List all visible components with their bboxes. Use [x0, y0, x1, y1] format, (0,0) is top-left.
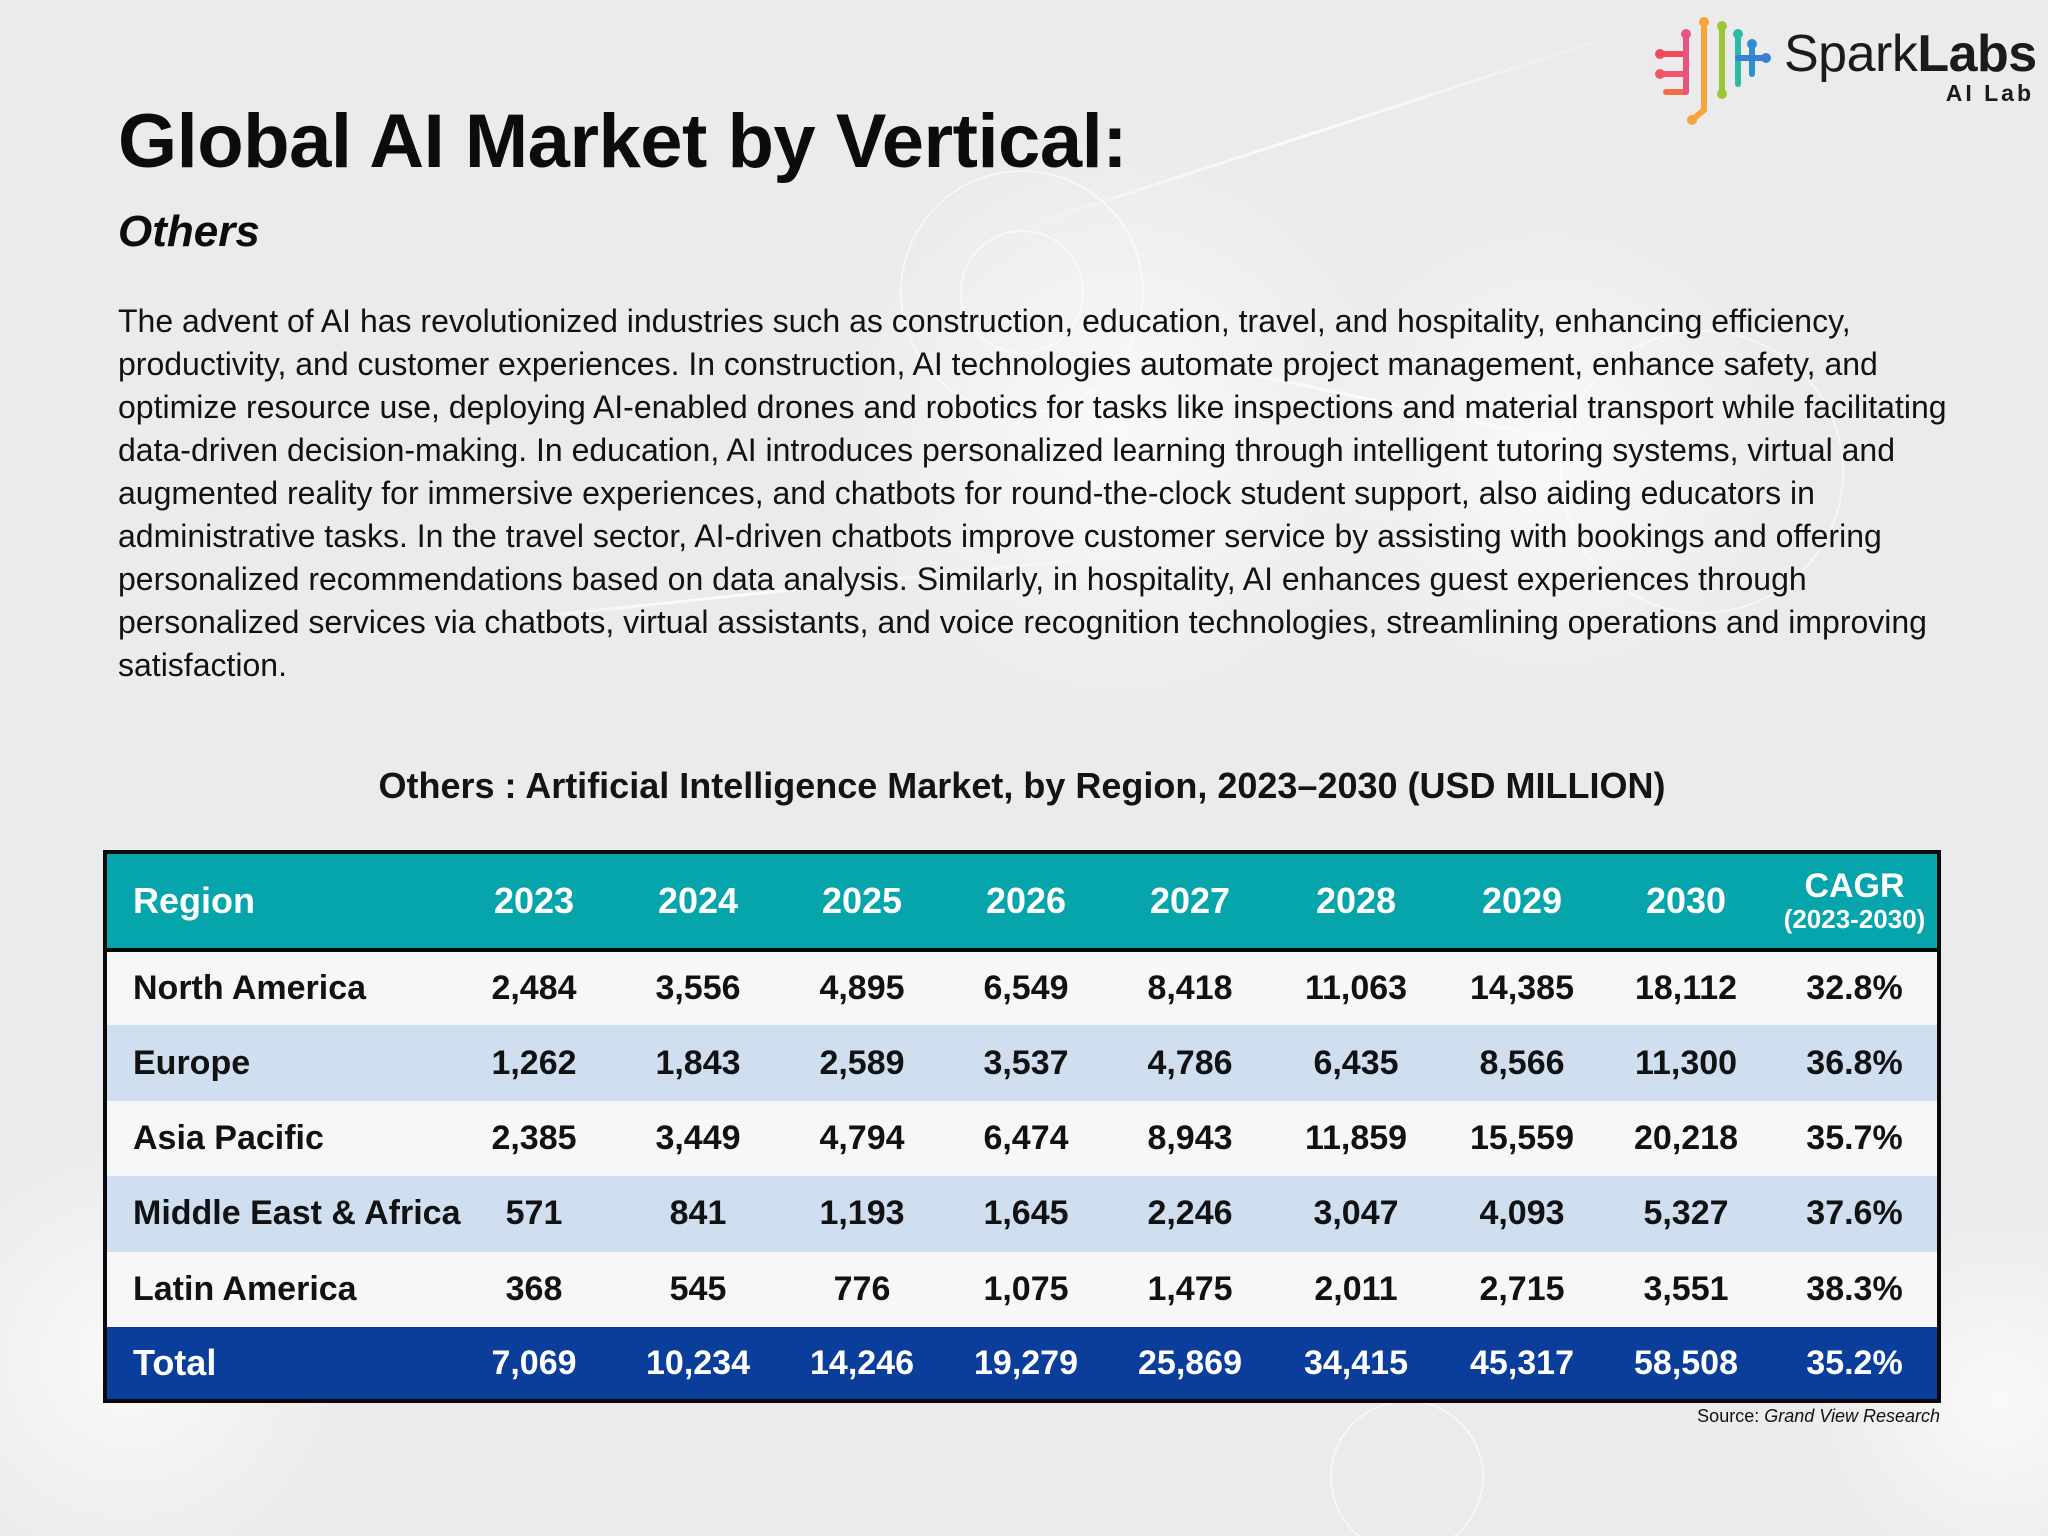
total-value: 25,869: [1138, 1343, 1242, 1382]
row-value: 8,566: [1479, 1043, 1565, 1082]
row-value: 4,786: [1147, 1043, 1233, 1082]
row-value: 2,715: [1479, 1269, 1565, 1308]
total-value: 19,279: [974, 1343, 1078, 1382]
row-value: 5,327: [1643, 1194, 1729, 1233]
market-table: Region 2023 2024 2025 2026 2027 2028 202…: [107, 854, 1937, 1399]
row-value: 3,537: [983, 1043, 1069, 1082]
row-value: 20,218: [1634, 1118, 1738, 1157]
row-cagr: 37.6%: [1806, 1194, 1903, 1233]
total-value: 45,317: [1470, 1343, 1574, 1382]
row-value: 1,475: [1147, 1269, 1233, 1308]
row-value: 8,943: [1147, 1118, 1233, 1157]
row-value: 368: [505, 1269, 563, 1308]
header-year: 2023: [493, 880, 575, 921]
total-value: 7,069: [491, 1343, 577, 1382]
page-subtitle: Others: [118, 207, 260, 256]
row-region: Europe: [133, 1043, 251, 1082]
body-paragraph: The advent of AI has revolutionized indu…: [118, 303, 1947, 683]
row-region: Middle East & Africa: [133, 1194, 461, 1233]
row-value: 14,385: [1470, 969, 1574, 1008]
table-row: Middle East & Africa 571 841 1,193 1,645…: [107, 1176, 1937, 1252]
header-year: 2025: [821, 880, 903, 921]
source-label: Source:: [1697, 1406, 1760, 1426]
row-region: Latin America: [133, 1269, 357, 1308]
brand-name-regular: Spark: [1784, 25, 1918, 83]
table-title: Others : Artificial Intelligence Market,…: [378, 765, 1666, 806]
brand-name: SparkLabs: [1784, 28, 2037, 80]
row-value: 11,063: [1304, 969, 1408, 1008]
row-value: 2,484: [491, 969, 577, 1008]
table-row: Asia Pacific 2,385 3,449 4,794 6,474 8,9…: [107, 1100, 1937, 1177]
header-year: 2026: [985, 880, 1067, 921]
table-row: North America 2,484 3,556 4,895 6,549 8,…: [107, 950, 1937, 1026]
row-value: 4,794: [819, 1118, 905, 1157]
header-cagr-label: CAGR: [1804, 867, 1905, 905]
row-value: 4,093: [1479, 1194, 1565, 1233]
row-region: North America: [133, 969, 367, 1008]
row-value: 571: [505, 1194, 563, 1233]
row-value: 2,385: [491, 1118, 577, 1157]
row-value: 3,556: [655, 969, 741, 1008]
sparklabs-logo[interactable]: SparkLabs AI Lab: [1652, 14, 2048, 128]
row-value: 841: [669, 1194, 727, 1233]
row-cagr: 36.8%: [1806, 1043, 1903, 1082]
row-value: 1,193: [819, 1194, 905, 1233]
row-value: 6,435: [1313, 1043, 1399, 1082]
row-value: 545: [669, 1269, 727, 1308]
circuit-logo-icon: [1655, 17, 1771, 125]
row-value: 776: [833, 1269, 891, 1308]
row-value: 11,300: [1634, 1043, 1738, 1082]
header-year: 2030: [1645, 880, 1727, 921]
row-cagr: 32.8%: [1806, 969, 1903, 1008]
row-value: 2,589: [819, 1043, 905, 1082]
total-value: 14,246: [810, 1343, 914, 1382]
row-value: 1,645: [983, 1194, 1069, 1233]
header-region: Region: [133, 880, 255, 921]
header-year: 2028: [1315, 880, 1397, 921]
row-value: 6,549: [983, 969, 1069, 1008]
total-value: 10,234: [646, 1343, 750, 1382]
row-value: 15,559: [1470, 1118, 1574, 1157]
market-table-container: Region 2023 2024 2025 2026 2027 2028 202…: [103, 850, 1941, 1403]
row-value: 8,418: [1147, 969, 1233, 1008]
page-title: Global AI Market by Vertical:: [118, 99, 1128, 184]
row-cagr: 38.3%: [1806, 1269, 1903, 1308]
row-value: 1,075: [983, 1269, 1069, 1308]
table-row: Europe 1,262 1,843 2,589 3,537 4,786 6,4…: [107, 1025, 1937, 1101]
total-value: 58,508: [1634, 1343, 1738, 1382]
row-region: Asia Pacific: [133, 1118, 324, 1157]
total-label: Total: [133, 1342, 217, 1383]
row-value: 18,112: [1634, 969, 1738, 1008]
table-row: Latin America 368 545 776 1,075 1,475 2,…: [107, 1251, 1937, 1327]
row-value: 1,843: [655, 1043, 741, 1082]
row-value: 2,011: [1314, 1269, 1398, 1308]
row-value: 2,246: [1147, 1194, 1233, 1233]
table-total-row: Total 7,069 10,234 14,246 19,279 25,869 …: [107, 1327, 1937, 1399]
total-value: 34,415: [1304, 1343, 1408, 1382]
row-cagr: 35.7%: [1806, 1118, 1903, 1157]
source-name: Grand View Research: [1764, 1406, 1940, 1426]
row-value: 6,474: [983, 1118, 1069, 1157]
header-cagr: CAGR (2023-2030): [1768, 854, 1937, 950]
header-year: 2024: [657, 880, 739, 921]
brand-name-bold: Labs: [1917, 25, 2037, 83]
row-value: 3,047: [1313, 1194, 1399, 1233]
brand-sub: AI Lab: [1945, 80, 2034, 106]
source-note: Source: Grand View Research: [1697, 1406, 1940, 1427]
row-value: 3,449: [655, 1118, 741, 1157]
header-year: 2027: [1149, 880, 1231, 921]
total-cagr: 35.2%: [1806, 1343, 1903, 1382]
header-cagr-period: (2023-2030): [1783, 904, 1926, 935]
table-header-row: Region 2023 2024 2025 2026 2027 2028 202…: [107, 854, 1937, 950]
row-value: 3,551: [1643, 1269, 1729, 1308]
row-value: 11,859: [1304, 1118, 1408, 1157]
header-year: 2029: [1481, 880, 1563, 921]
row-value: 1,262: [491, 1043, 577, 1082]
row-value: 4,895: [819, 969, 905, 1008]
